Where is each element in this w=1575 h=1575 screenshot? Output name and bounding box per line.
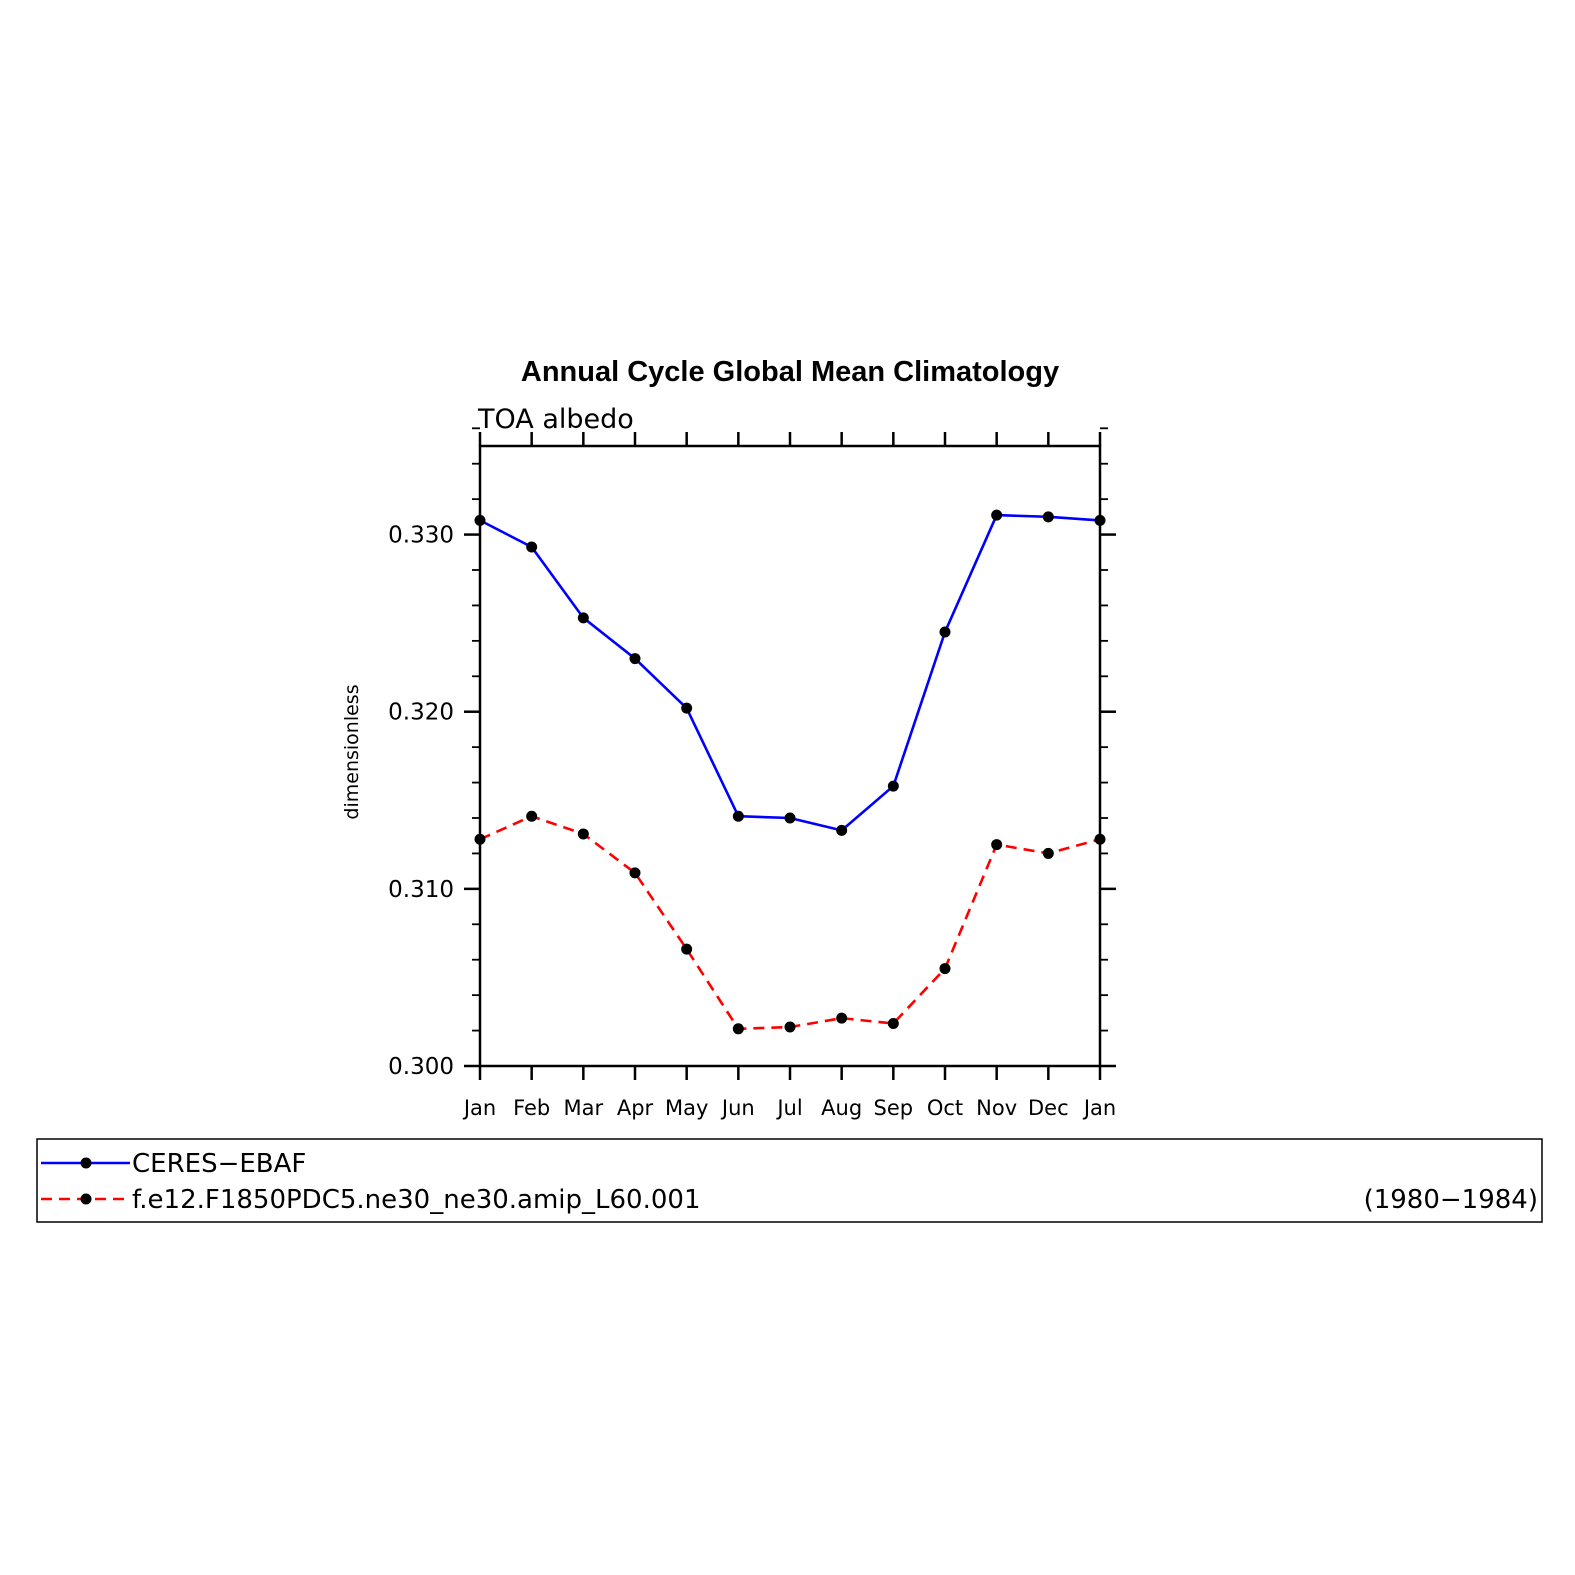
data-point-series-1 <box>577 828 589 840</box>
y-tick-labels: 0.300 0.310 0.320 0.330 <box>388 523 454 1080</box>
data-point-series-1 <box>732 1023 744 1035</box>
x-tick-label: Mar <box>564 1096 604 1120</box>
series-line-0 <box>479 513 1101 832</box>
legend-marker-ceres <box>80 1157 92 1169</box>
data-point-series-0 <box>681 702 693 714</box>
data-point-series-0 <box>1094 514 1106 526</box>
data-point-series-0 <box>732 810 744 822</box>
data-point-series-0 <box>629 653 641 665</box>
x-tick-label: Jun <box>720 1096 755 1120</box>
data-point-series-1 <box>784 1021 796 1033</box>
series-layer <box>474 509 1106 1035</box>
legend: CERES−EBAF f.e12.F1850PDC5.ne30_ne30.ami… <box>36 1138 1543 1223</box>
data-point-series-1 <box>1042 847 1054 859</box>
x-tick-labels: Jan Feb Mar Apr May Jun Jul Aug Sep Oct Nov Dec Jan <box>462 1096 1116 1120</box>
data-point-series-0 <box>577 612 589 624</box>
chart-subtitle: TOA albedo <box>477 404 634 435</box>
data-point-series-1 <box>939 963 951 975</box>
x-tick-label: Jul <box>775 1096 802 1120</box>
x-tick-label: Jan <box>462 1096 496 1120</box>
y-tick-label: 0.320 <box>388 700 454 726</box>
x-tick-label: Oct <box>927 1096 963 1120</box>
axis-ticks <box>464 427 1116 1080</box>
data-point-series-1 <box>887 1017 899 1029</box>
data-point-series-0 <box>1042 511 1054 523</box>
y-tick-label: 0.300 <box>388 1054 454 1080</box>
data-point-series-1 <box>474 833 486 845</box>
data-point-series-0 <box>939 626 951 638</box>
data-point-series-0 <box>526 541 538 553</box>
x-tick-label: Aug <box>821 1096 862 1120</box>
data-point-series-0 <box>784 812 796 824</box>
series-line-1 <box>479 814 1101 1031</box>
data-point-series-0 <box>991 509 1003 521</box>
legend-marker-model <box>80 1193 92 1205</box>
data-point-series-1 <box>629 867 641 879</box>
x-tick-label: Nov <box>976 1096 1017 1120</box>
x-tick-label: Dec <box>1028 1096 1069 1120</box>
data-point-series-0 <box>887 780 899 792</box>
data-point-series-0 <box>474 514 486 526</box>
x-tick-label: May <box>665 1096 708 1120</box>
legend-label-model: f.e12.F1850PDC5.ne30_ne30.amip_L60.001 <box>132 1185 700 1215</box>
x-tick-label: Apr <box>617 1096 654 1120</box>
y-tick-label: 0.330 <box>388 523 454 549</box>
chart-title: Annual Cycle Global Mean Climatology <box>521 356 1059 388</box>
y-axis-label: dimensionless <box>341 684 363 819</box>
x-tick-label: Jan <box>1082 1096 1116 1120</box>
data-point-series-1 <box>1094 833 1106 845</box>
data-point-series-1 <box>526 810 538 822</box>
y-tick-label: 0.310 <box>388 877 454 903</box>
data-point-series-0 <box>836 824 848 836</box>
data-point-series-1 <box>991 839 1003 851</box>
legend-years-model: (1980−1984) <box>1364 1185 1538 1215</box>
plot-frame <box>478 444 1102 1068</box>
data-point-series-1 <box>681 943 693 955</box>
legend-label-ceres: CERES−EBAF <box>132 1149 306 1179</box>
legend-box <box>36 1138 1543 1223</box>
x-tick-label: Sep <box>874 1096 914 1120</box>
x-tick-label: Feb <box>513 1096 550 1120</box>
data-point-series-1 <box>836 1012 848 1024</box>
